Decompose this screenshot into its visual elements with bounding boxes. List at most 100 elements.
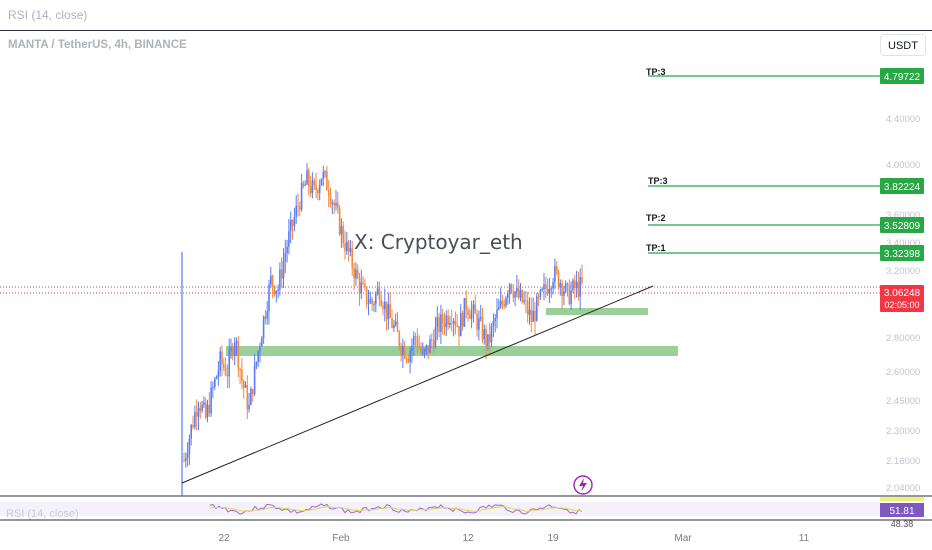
candle-body: [300, 183, 303, 210]
candle-body: [539, 290, 542, 297]
candle-body: [217, 370, 220, 377]
candle-body: [253, 365, 256, 395]
candle-body: [400, 346, 402, 355]
y-tick-label: 4.00000: [886, 160, 920, 171]
lightning-bolt-icon[interactable]: [573, 475, 593, 495]
candle-body: [575, 281, 578, 288]
candle-body: [384, 301, 386, 310]
candle-body: [409, 350, 411, 363]
candle-body: [311, 180, 314, 193]
candle-body: [186, 454, 189, 459]
candle-body: [373, 304, 375, 306]
candle-body: [440, 314, 442, 332]
ascending-trendline[interactable]: [181, 285, 654, 484]
current-price-value: 3.06248: [884, 288, 921, 299]
candle-body: [499, 300, 502, 308]
x-tick-label: 22: [218, 533, 230, 544]
candle-body: [329, 195, 332, 204]
x-tick-label: Mar: [674, 533, 692, 544]
candle-body: [291, 220, 294, 226]
candle-body: [338, 207, 341, 235]
candle-body: [230, 347, 232, 352]
candle-body: [299, 206, 301, 210]
candle-body: [450, 323, 453, 324]
candle-body: [488, 334, 491, 343]
candle-body: [380, 299, 382, 306]
candle-body: [391, 317, 393, 328]
symbol-title: MANTA / TetherUS, 4h, BINANCE: [8, 39, 187, 51]
x-tick-label: Feb: [332, 533, 350, 544]
candle-body: [282, 260, 285, 279]
candle-body: [371, 299, 373, 305]
candle-body: [505, 298, 507, 306]
candle-body: [521, 290, 524, 302]
rsi-ma-line: [209, 506, 583, 512]
candle-body: [268, 284, 270, 312]
currency-button[interactable]: USDT: [880, 34, 926, 56]
candle-body: [572, 280, 574, 291]
candle-body: [465, 298, 467, 310]
candle-body: [403, 345, 406, 359]
candle-body: [537, 296, 540, 298]
candle-body: [452, 321, 455, 323]
candle-body: [441, 314, 444, 324]
candle-body: [219, 351, 221, 371]
candle-body: [503, 304, 505, 306]
candle-body: [327, 190, 330, 196]
candle-body: [210, 387, 212, 414]
candle-body: [429, 339, 431, 353]
candle-body: [195, 412, 198, 417]
candle-body: [545, 284, 547, 289]
candle-body: [190, 425, 192, 439]
candle-body: [510, 284, 513, 292]
candle-body: [470, 310, 473, 319]
rsi-line: [209, 503, 583, 515]
candle-body: [394, 321, 397, 325]
pane-divider[interactable]: [0, 30, 932, 31]
candle-body: [346, 241, 348, 252]
candle-body: [232, 347, 234, 356]
candle-body: [516, 288, 518, 292]
candle-body: [422, 351, 424, 353]
candle-body: [224, 367, 227, 375]
support-zone-lower[interactable]: [226, 346, 678, 356]
candle-body: [322, 172, 325, 179]
candle-body: [387, 304, 390, 320]
candle-body: [306, 170, 308, 185]
candle-body: [541, 288, 543, 291]
candle-body: [514, 291, 516, 298]
candle-body: [286, 246, 288, 253]
candle-body: [548, 289, 551, 294]
candle-body: [295, 205, 297, 217]
candle-body: [215, 376, 218, 379]
candle-body: [315, 185, 317, 191]
top-indicator-label[interactable]: RSI (14, close): [8, 8, 88, 22]
candle-body: [467, 309, 469, 316]
candle-body: [284, 252, 287, 261]
candle-body: [530, 309, 533, 322]
tp-value-tag: [880, 245, 924, 261]
candle-body: [552, 282, 554, 289]
y-tick-label: 2.30000: [886, 426, 920, 437]
candle-body: [239, 369, 241, 370]
candle-body: [228, 351, 230, 377]
support-zone-upper[interactable]: [546, 308, 648, 315]
candle-body: [416, 336, 419, 348]
candle-body: [523, 300, 525, 302]
candle-body: [376, 288, 379, 295]
candle-body: [476, 314, 478, 330]
rsi-band: [0, 502, 880, 516]
candle-body: [266, 311, 268, 319]
candle-body: [309, 186, 312, 193]
candle-body: [333, 202, 335, 206]
candle-body: [577, 281, 580, 297]
candle-body: [574, 280, 576, 288]
candle-body: [302, 183, 305, 186]
candle-body: [351, 248, 353, 268]
y-tick-label: 3.60000: [886, 210, 920, 221]
candle-body: [203, 402, 205, 405]
candle-body: [436, 317, 439, 328]
candle-body: [525, 300, 527, 302]
candle-body: [293, 216, 296, 226]
